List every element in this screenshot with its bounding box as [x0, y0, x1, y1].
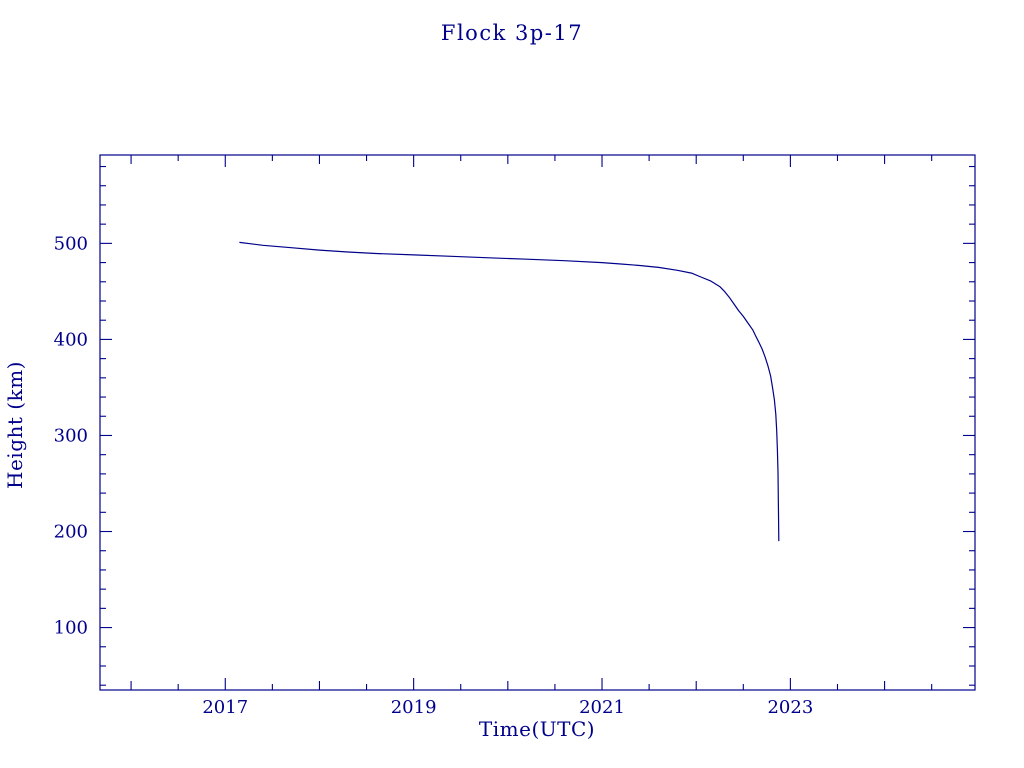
height-decay-line	[239, 241, 780, 542]
y-tick-label: 200	[54, 522, 88, 543]
y-tick-label: 500	[54, 233, 88, 254]
plot-frame	[99, 154, 976, 691]
y-tick-label: 400	[54, 329, 88, 350]
x-tick-label: 2023	[767, 697, 813, 718]
data-series-line	[239, 241, 780, 542]
x-tick-label: 2019	[391, 697, 437, 718]
x-axis-label: Time(UTC)	[479, 717, 595, 741]
y-axis-label: Height (km)	[3, 361, 27, 489]
x-tick-label: 2021	[579, 697, 625, 718]
chart-title: Flock 3p-17	[441, 21, 583, 45]
y-tick-label: 300	[54, 425, 88, 446]
axis-ticks: 2017 2019 2021 2023 100 200 300 400 500	[54, 155, 975, 718]
y-tick-label: 100	[54, 618, 88, 639]
x-tick-label: 2017	[202, 697, 248, 718]
